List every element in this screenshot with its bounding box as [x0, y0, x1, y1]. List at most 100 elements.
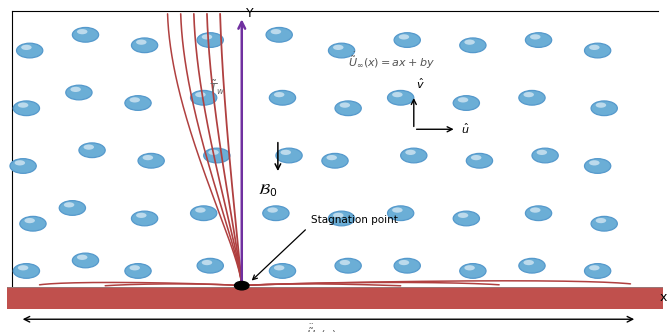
Ellipse shape [525, 33, 551, 47]
Ellipse shape [537, 150, 547, 155]
Ellipse shape [326, 155, 337, 160]
Ellipse shape [77, 255, 88, 260]
Ellipse shape [13, 101, 40, 116]
Ellipse shape [392, 92, 403, 97]
Ellipse shape [387, 206, 414, 220]
Ellipse shape [523, 92, 534, 97]
Ellipse shape [458, 213, 468, 218]
Ellipse shape [274, 265, 285, 271]
Ellipse shape [267, 208, 278, 213]
Ellipse shape [204, 148, 230, 163]
Ellipse shape [328, 211, 354, 226]
Ellipse shape [464, 40, 475, 45]
Ellipse shape [129, 97, 140, 103]
Ellipse shape [20, 216, 46, 231]
Ellipse shape [125, 96, 151, 110]
Ellipse shape [392, 208, 403, 213]
Ellipse shape [584, 43, 611, 58]
Ellipse shape [131, 211, 157, 226]
Ellipse shape [387, 90, 414, 105]
Ellipse shape [589, 265, 600, 271]
Ellipse shape [399, 260, 409, 265]
Ellipse shape [18, 265, 28, 271]
Text: $\ddot{\tilde{U}}_{w}(x) = cx$: $\ddot{\tilde{U}}_{w}(x) = cx$ [306, 323, 364, 332]
Ellipse shape [276, 148, 302, 163]
Ellipse shape [274, 92, 285, 97]
Text: $\mathcal{B}_0$: $\mathcal{B}_0$ [259, 183, 277, 200]
Ellipse shape [10, 159, 36, 173]
Ellipse shape [70, 87, 81, 92]
Ellipse shape [131, 38, 157, 53]
Text: $\hat{v}$: $\hat{v}$ [416, 77, 425, 91]
Ellipse shape [596, 103, 606, 108]
Ellipse shape [17, 43, 43, 58]
Ellipse shape [340, 103, 350, 108]
Ellipse shape [591, 216, 617, 231]
Ellipse shape [208, 150, 219, 155]
Ellipse shape [596, 218, 606, 223]
Ellipse shape [24, 218, 35, 223]
Ellipse shape [525, 206, 551, 220]
Ellipse shape [202, 34, 212, 40]
Ellipse shape [136, 40, 147, 45]
Ellipse shape [72, 253, 98, 268]
Ellipse shape [197, 33, 223, 47]
Ellipse shape [281, 150, 291, 155]
Ellipse shape [195, 208, 206, 213]
Ellipse shape [64, 202, 74, 208]
Ellipse shape [197, 258, 223, 273]
Ellipse shape [202, 260, 212, 265]
Ellipse shape [519, 90, 545, 105]
Ellipse shape [584, 264, 611, 278]
Ellipse shape [322, 153, 348, 168]
Ellipse shape [530, 208, 541, 213]
Ellipse shape [271, 29, 281, 34]
Ellipse shape [269, 90, 295, 105]
Ellipse shape [77, 29, 88, 34]
Ellipse shape [591, 101, 617, 116]
Ellipse shape [234, 282, 249, 290]
Ellipse shape [335, 258, 361, 273]
Bar [7, 287, 663, 309]
Text: $\hat{u}$: $\hat{u}$ [461, 122, 470, 136]
Ellipse shape [13, 264, 40, 278]
Ellipse shape [394, 258, 420, 273]
Ellipse shape [340, 260, 350, 265]
Ellipse shape [394, 33, 420, 47]
Ellipse shape [405, 150, 416, 155]
Ellipse shape [18, 103, 28, 108]
Ellipse shape [21, 45, 31, 50]
Ellipse shape [589, 45, 600, 50]
Ellipse shape [333, 213, 344, 218]
Ellipse shape [125, 264, 151, 278]
Ellipse shape [269, 264, 295, 278]
Ellipse shape [79, 143, 105, 158]
Ellipse shape [15, 160, 25, 165]
Ellipse shape [335, 101, 361, 116]
Ellipse shape [584, 159, 611, 173]
Ellipse shape [263, 206, 289, 220]
Ellipse shape [190, 90, 217, 105]
Ellipse shape [333, 45, 344, 50]
Ellipse shape [143, 155, 153, 160]
Ellipse shape [84, 144, 94, 150]
Ellipse shape [399, 34, 409, 40]
Ellipse shape [138, 153, 164, 168]
Text: Stagnation point: Stagnation point [311, 215, 397, 225]
Text: Y: Y [247, 7, 254, 20]
Text: $\dot{\tilde{U}}_{\infty}(x) = ax + by$: $\dot{\tilde{U}}_{\infty}(x) = ax + by$ [348, 51, 435, 71]
Ellipse shape [59, 201, 86, 215]
Ellipse shape [328, 43, 354, 58]
Ellipse shape [66, 85, 92, 100]
Ellipse shape [460, 38, 486, 53]
Ellipse shape [136, 213, 147, 218]
Ellipse shape [530, 34, 541, 40]
Ellipse shape [401, 148, 427, 163]
Ellipse shape [589, 160, 600, 165]
Text: $\tilde{T}_w$: $\tilde{T}_w$ [209, 78, 225, 97]
Ellipse shape [466, 153, 492, 168]
Ellipse shape [190, 206, 217, 220]
Text: x: x [660, 291, 667, 304]
Ellipse shape [453, 211, 480, 226]
Ellipse shape [532, 148, 558, 163]
